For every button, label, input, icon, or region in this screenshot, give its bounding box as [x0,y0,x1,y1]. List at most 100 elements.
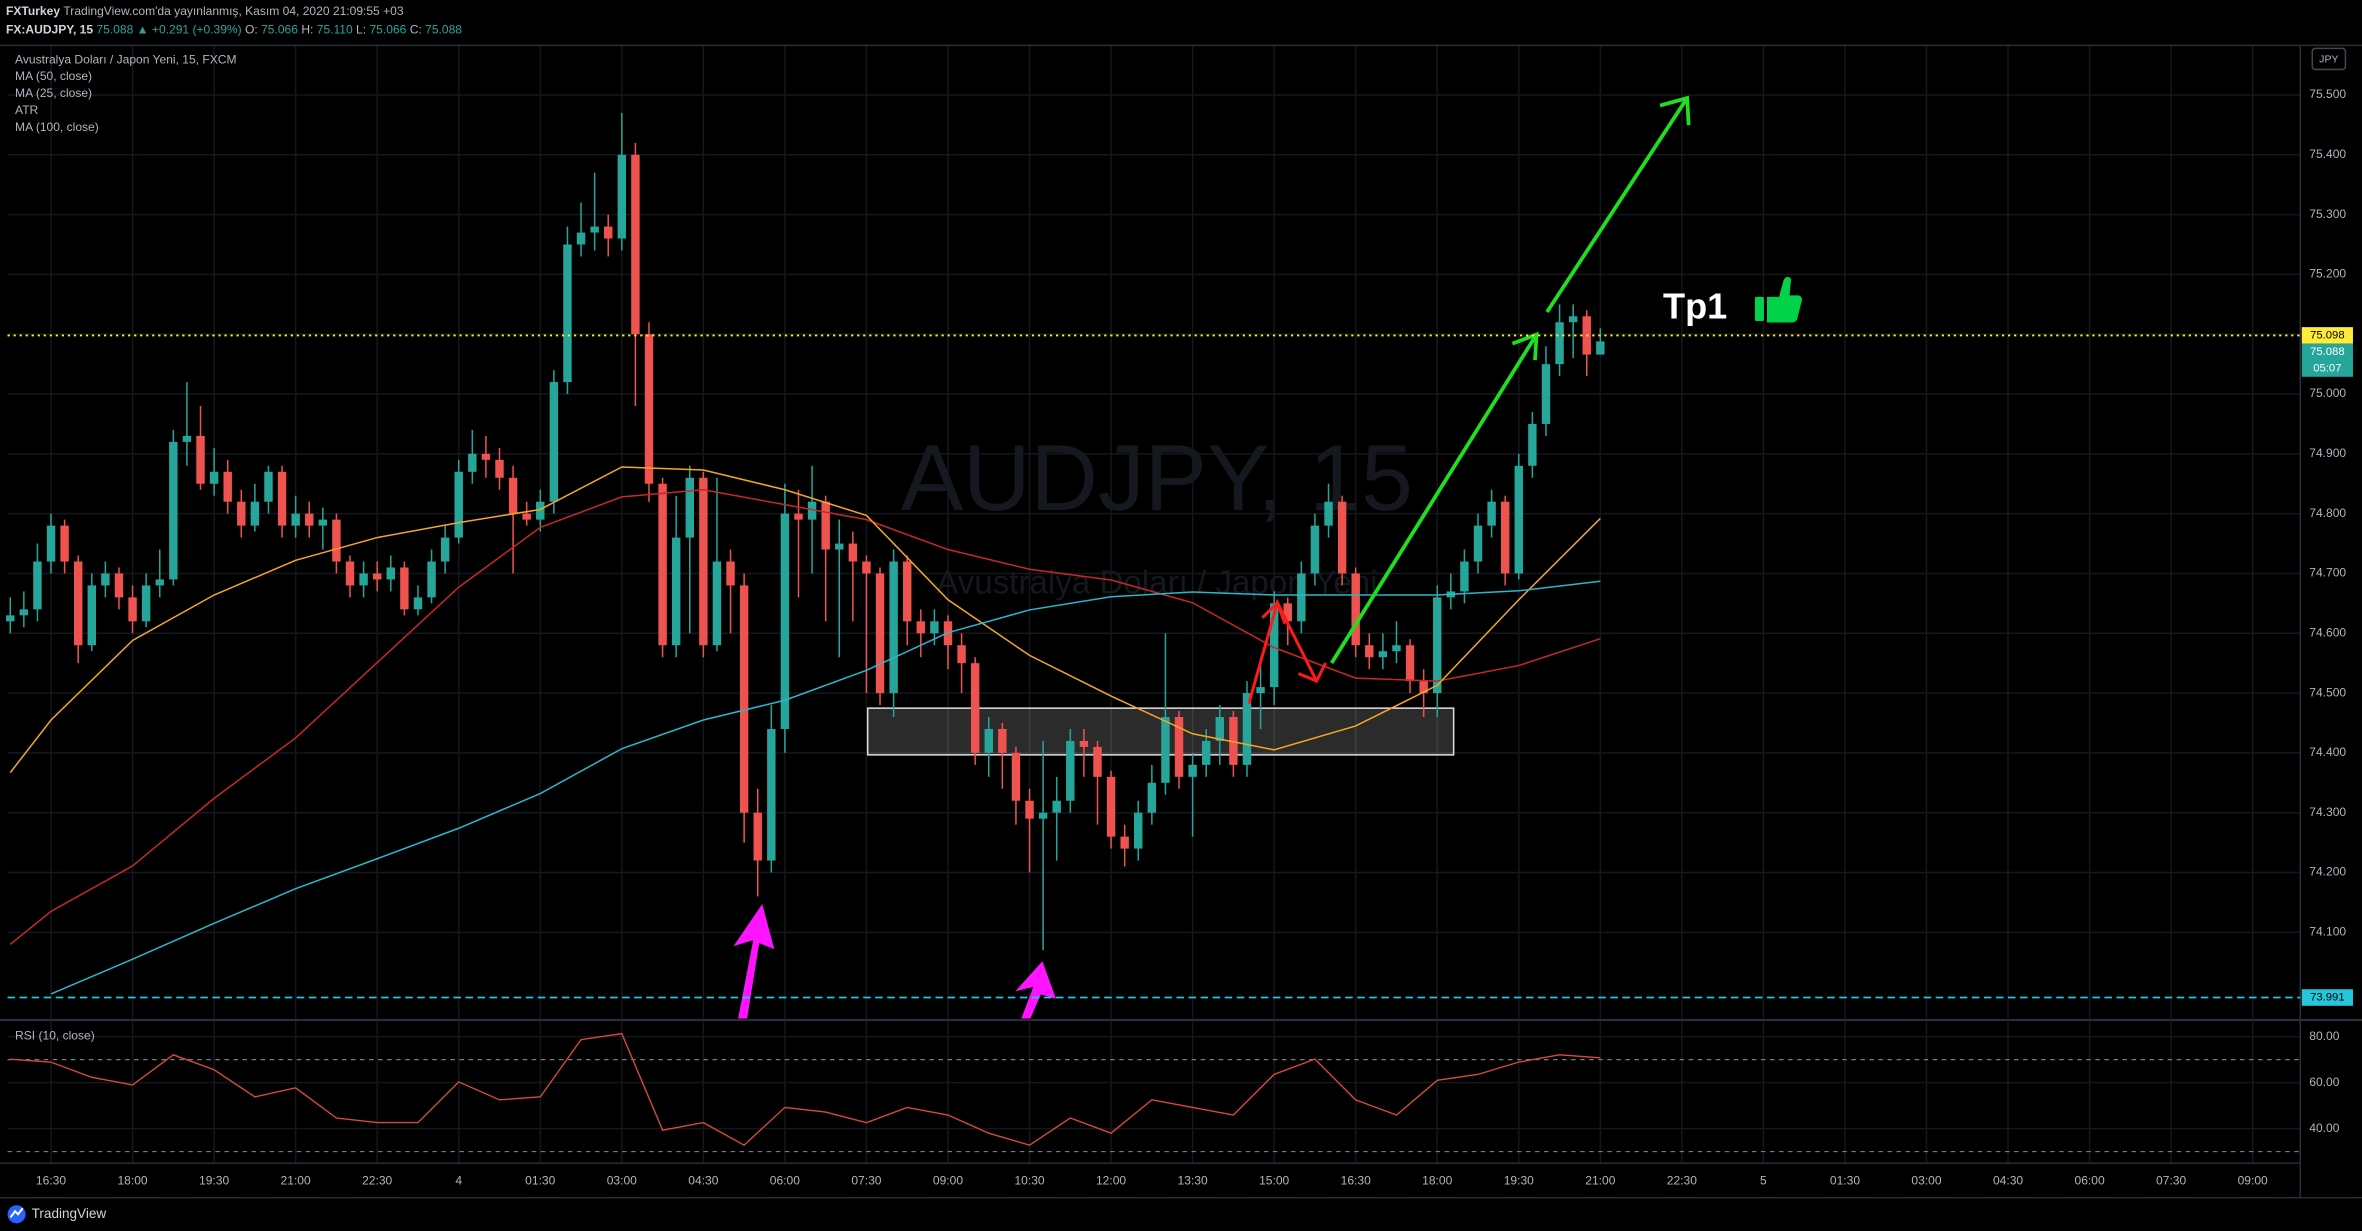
candle-body [536,501,545,520]
candle-body [33,561,42,610]
candle-body [712,561,722,646]
x-tick-label: 4 [455,1173,462,1187]
candle-body [889,561,898,694]
candle-body [563,244,572,383]
candle-body [835,543,844,550]
candle-body [481,453,491,460]
candle-body [169,441,178,580]
brand: TradingView [32,1206,107,1221]
candle-body [617,154,627,239]
candle-body [821,501,830,550]
y-tick-label: 80.00 [2309,1029,2339,1043]
quote-part: L: [356,22,366,36]
candle-body [1242,693,1252,765]
y-tick-label: 74.900 [2309,446,2346,460]
x-tick-label: 19:30 [1504,1173,1534,1187]
candle-body [1134,812,1143,849]
y-tick-label: 75.400 [2309,147,2346,161]
candle-body [1460,561,1469,592]
x-tick-label: 12:00 [1096,1173,1126,1187]
y-tick-label: 40.00 [2309,1121,2339,1135]
candle-body [1351,573,1360,646]
x-tick-label: 22:30 [362,1173,392,1187]
candle-body [930,621,939,634]
candle-body [998,728,1007,753]
currency-button[interactable] [2311,47,2347,71]
currency[interactable]: JPY [2319,53,2338,65]
rsi-line [10,1032,1601,1146]
x-tick-label: 18:00 [1422,1173,1452,1187]
published: TradingView.com'da yayınlanmış, Kasım 04… [63,4,403,18]
y-tick-label: 75.200 [2309,267,2346,281]
y-tick-label: 60.00 [2309,1075,2339,1089]
candle-body [1011,752,1021,801]
candle-body [1433,597,1442,694]
candle-body [1365,645,1374,658]
price-tag [2301,327,2353,344]
candle-body [1066,740,1075,801]
candle-body [1528,423,1537,466]
candle-body [128,597,137,622]
candle-body [1378,651,1388,658]
candle-body [1147,782,1157,813]
candle-body [182,435,192,442]
candle-body [1269,603,1279,688]
x-tick-label: 07:30 [851,1173,881,1187]
magenta-arrow [1015,961,1056,1019]
candle-body [332,519,341,562]
candle-body [237,501,246,526]
candle-body [87,585,97,646]
candle-body [223,471,232,502]
candle-body [685,477,694,538]
x-tick-label: 06:00 [770,1173,800,1187]
candle-body [400,567,409,610]
watermark: AUDJPY, 15 [901,425,1413,530]
x-tick-label: 01:30 [525,1173,555,1187]
candle-body [767,728,776,861]
candle-body [468,453,477,472]
candle-body [726,561,735,586]
candle-body [508,477,518,514]
plot-area [6,112,1605,1146]
x-tick-label: 21:00 [1585,1173,1615,1187]
quote-part: 75.088 [425,22,462,36]
x-tick-label: 03:00 [607,1173,637,1187]
price-tag-label: 75.098 [2310,329,2345,341]
y-tick-label: 74.400 [2309,745,2346,759]
candle-body [495,459,504,478]
countdown: 05:07 [2313,362,2341,374]
x-tick-label: 16:30 [36,1173,66,1187]
candle-body [1419,681,1428,694]
candle-body [1500,501,1510,574]
rsi-title: RSI (10, close) [15,1029,95,1043]
candle-body [196,435,205,484]
chart-title: Avustralya Doları / Japon Yeni, 15, FXCM [15,53,236,67]
legend-entry: MA (25, close) [15,86,92,100]
candle-body [970,663,980,753]
brand-logo [7,1205,26,1224]
green-arrow [1545,95,1691,313]
candle-body [1038,812,1048,819]
candle-body [440,537,450,562]
candle-body [848,543,858,562]
candle-body [454,471,463,538]
candle-body [1215,717,1225,741]
candle-body [699,477,708,646]
candle-body [141,585,151,622]
target-label: Tp1 [1663,285,1727,326]
candle-body [427,561,436,598]
x-tick-label: 5 [1760,1173,1767,1187]
candle-body [1324,501,1333,526]
x-tick-label: 01:30 [1830,1173,1860,1187]
candle-body [413,597,423,610]
candle-body [1596,341,1605,355]
quote-part: O: [245,22,258,36]
x-tick-label: 22:30 [1667,1173,1697,1187]
moving-average-line [9,488,1601,945]
candle-body [291,513,300,526]
x-tick-label: 09:00 [2238,1173,2268,1187]
candle-body [903,561,912,622]
candle-body [1405,645,1415,682]
